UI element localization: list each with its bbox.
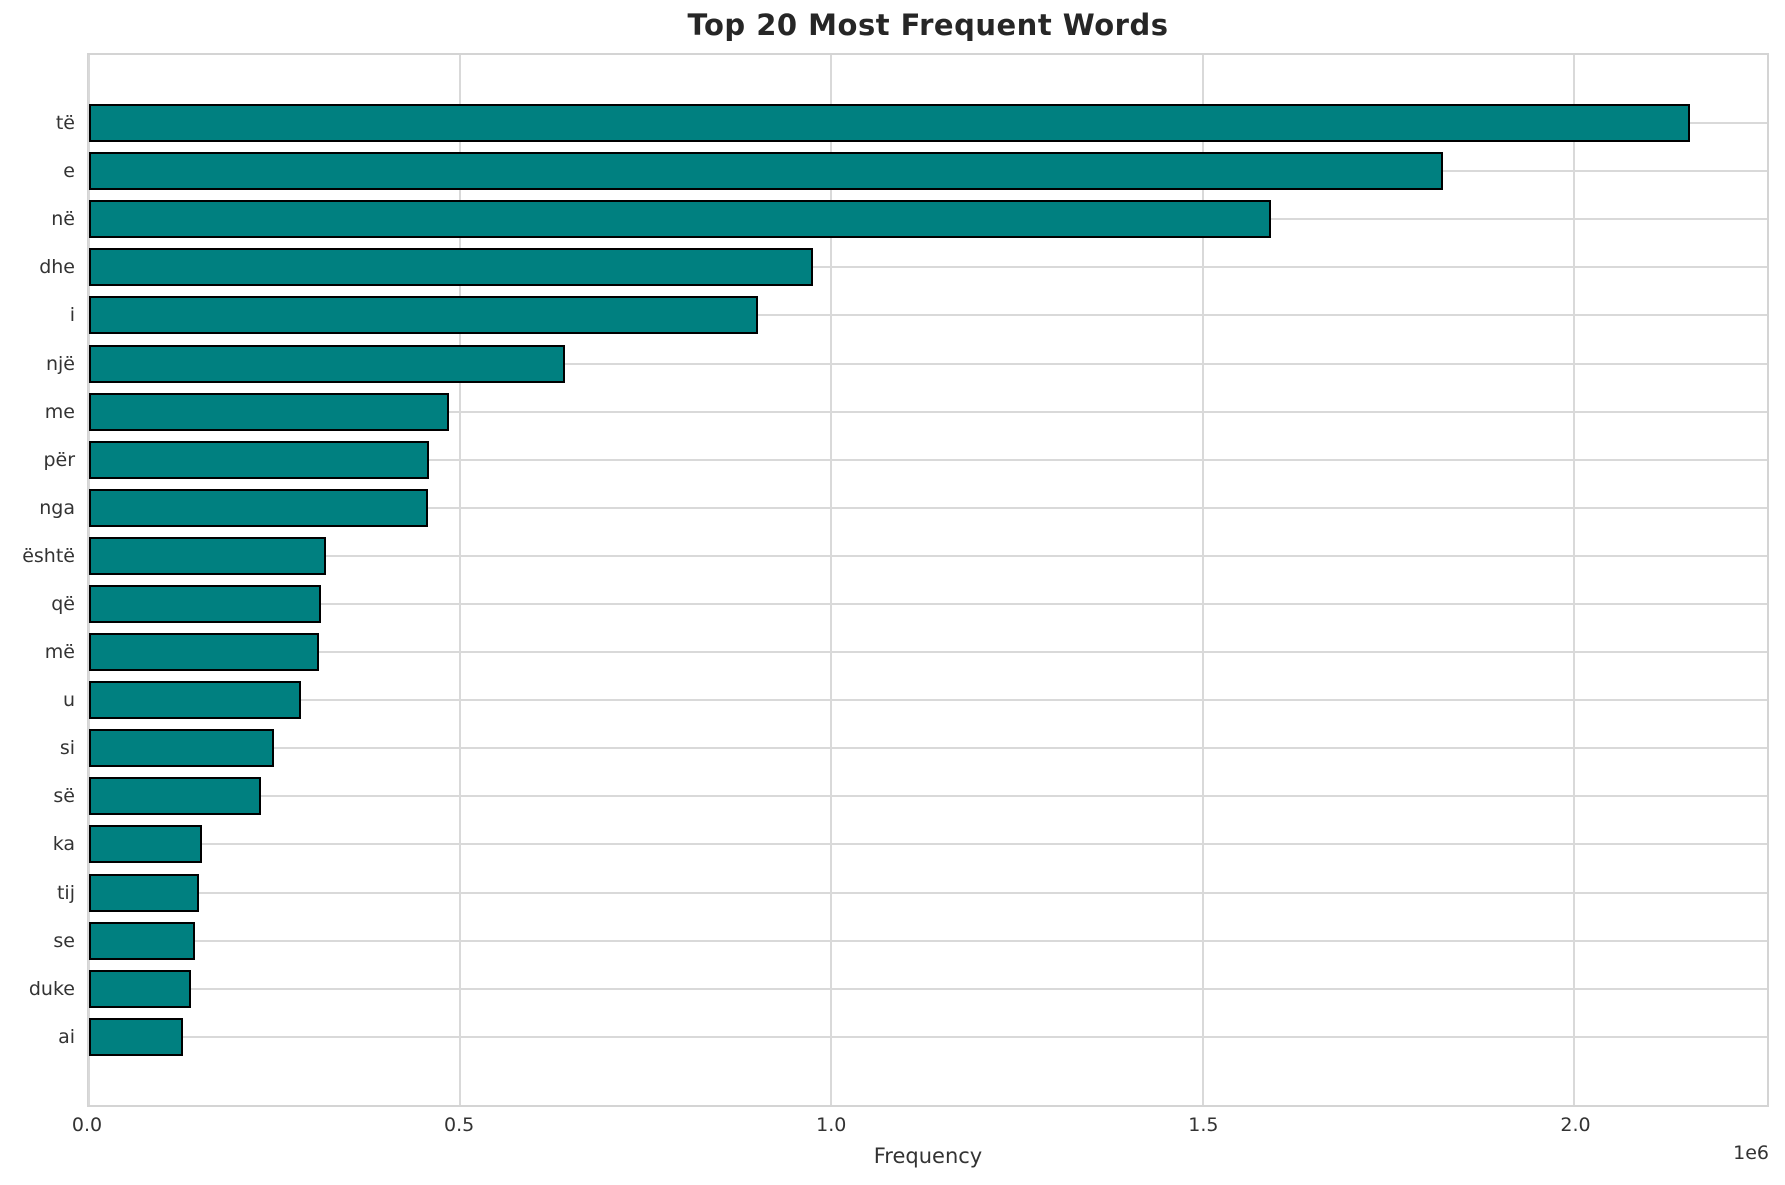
horizontal-gridline — [89, 699, 1767, 702]
bar-row: më — [45, 628, 1767, 676]
y-tick-label: nga — [39, 496, 75, 519]
axis-offset-label: 1e6 — [1733, 1142, 1769, 1164]
horizontal-gridline — [89, 1035, 1767, 1038]
y-tick-label: i — [69, 304, 75, 327]
bar-të — [89, 104, 1690, 143]
bar-një — [89, 344, 565, 383]
x-axis-label: Frequency — [873, 1144, 983, 1168]
vertical-gridline — [1201, 55, 1204, 1105]
bar-dhe — [89, 248, 813, 287]
bar-row: tij — [57, 869, 1767, 917]
bar-row: me — [45, 388, 1767, 436]
bar-u — [89, 681, 301, 720]
plot-area: të e në dhe i një me për nga është që më u si së ka tij s… — [22, 53, 1769, 1107]
y-tick-label: dhe — [39, 256, 75, 279]
y-tick-label: u — [62, 689, 75, 712]
bar-nga — [89, 488, 429, 527]
bar-e — [89, 152, 1443, 191]
x-tick-label: 1.5 — [1188, 1114, 1219, 1136]
horizontal-gridline — [89, 651, 1767, 654]
bar-se — [89, 921, 196, 960]
y-tick-label: duke — [28, 977, 75, 1000]
bar-si — [89, 729, 274, 768]
horizontal-gridline — [89, 314, 1767, 317]
bar-row: duke — [29, 965, 1767, 1013]
bar-row: një — [46, 339, 1767, 387]
bar-row: për — [43, 436, 1767, 484]
bar-ai — [89, 1017, 184, 1056]
y-tick-label: është — [22, 544, 75, 567]
grid-layer — [88, 55, 1767, 1105]
horizontal-gridline — [89, 939, 1767, 942]
bar-së — [89, 777, 261, 816]
vertical-gridline — [830, 55, 833, 1105]
y-tick-label: së — [53, 785, 75, 808]
horizontal-gridline — [89, 506, 1767, 509]
x-tick-label: 0.5 — [444, 1114, 475, 1136]
bar-me — [89, 392, 450, 431]
y-tick-label: në — [51, 208, 75, 231]
horizontal-gridline — [89, 987, 1767, 990]
bar-row: i — [70, 291, 1767, 339]
bar-row: është — [22, 532, 1767, 580]
bar-në — [89, 200, 1272, 239]
bar-për — [89, 440, 430, 479]
bar-row: ka — [53, 820, 1767, 868]
bar-është — [89, 536, 326, 575]
y-tick-label: tij — [56, 881, 75, 904]
horizontal-gridline — [89, 602, 1767, 605]
x-tick-label: 1.0 — [816, 1114, 847, 1136]
bar-që — [89, 584, 321, 623]
bars-container: të e në dhe i një me për nga është që më u si së ka tij s… — [22, 55, 1767, 1105]
bar-row: që — [51, 580, 1767, 628]
bar-ka — [89, 825, 202, 864]
bar-tij — [89, 873, 199, 912]
vertical-gridline — [459, 55, 462, 1105]
bar-row: si — [60, 724, 1767, 772]
y-tick-label: më — [44, 641, 75, 664]
x-axis: 0.0 0.5 1.0 1.5 2.0 — [72, 1114, 1769, 1144]
bar-row: në — [51, 195, 1767, 243]
horizontal-gridline — [89, 266, 1767, 269]
bar-row: ai — [58, 1013, 1767, 1061]
vertical-gridline — [88, 55, 90, 1105]
horizontal-gridline — [89, 554, 1767, 557]
bar-row: e — [63, 147, 1767, 195]
y-tick-label: ai — [58, 1025, 75, 1048]
y-tick-label: me — [44, 400, 75, 423]
y-tick-label: si — [59, 737, 75, 760]
horizontal-gridline — [89, 843, 1767, 846]
vertical-gridline — [1572, 55, 1575, 1105]
bar-row: dhe — [39, 243, 1767, 291]
bar-duke — [89, 969, 192, 1008]
bar-më — [89, 633, 320, 672]
bar-row: të — [56, 99, 1767, 147]
bar-row: se — [53, 917, 1767, 965]
bar-row: së — [53, 772, 1767, 820]
y-tick-label: një — [45, 352, 75, 375]
bar-i — [89, 296, 758, 335]
y-tick-label: për — [43, 448, 75, 471]
y-tick-label: e — [63, 160, 75, 183]
y-tick-label: të — [55, 112, 75, 135]
horizontal-gridline — [89, 747, 1767, 750]
bar-row: nga — [39, 484, 1767, 532]
y-tick-label: se — [53, 929, 75, 952]
x-tick-label: 0.0 — [71, 1114, 103, 1136]
horizontal-gridline — [89, 891, 1767, 894]
y-tick-label: që — [51, 592, 75, 615]
bar-row: u — [63, 676, 1767, 724]
horizontal-gridline — [89, 458, 1767, 461]
horizontal-gridline — [89, 795, 1767, 798]
horizontal-gridline — [89, 410, 1767, 413]
horizontal-gridline — [89, 362, 1767, 365]
y-tick-label: ka — [52, 833, 75, 856]
chart-title: Top 20 Most Frequent Words — [687, 8, 1169, 42]
x-tick-label: 2.0 — [1560, 1114, 1591, 1136]
